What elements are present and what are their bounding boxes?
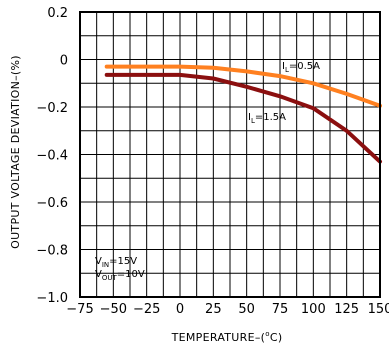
annotation-il-15: IL=1.5A bbox=[248, 112, 286, 125]
x-tick-label: 100 bbox=[301, 302, 326, 317]
x-tick-label: 150 bbox=[368, 302, 389, 317]
x-axis-label-unit: C) bbox=[270, 331, 283, 344]
y-tick-label: 0.2 bbox=[47, 6, 68, 21]
y-tick-label: −1.0 bbox=[36, 291, 68, 306]
y-tick-label: −0.4 bbox=[36, 149, 68, 164]
y-tick-label: −0.8 bbox=[36, 244, 68, 259]
x-tick-label: −25 bbox=[133, 302, 160, 317]
series-layer bbox=[104, 64, 382, 164]
y-axis-label: OUTPUT VOLTAGE DEVIATION–(%) bbox=[9, 55, 22, 249]
series-line-il-0-5a bbox=[104, 64, 382, 108]
y-tick-label: −0.2 bbox=[36, 101, 68, 116]
x-tick-label: 125 bbox=[334, 302, 359, 317]
x-tick-label: 25 bbox=[205, 302, 222, 317]
x-axis-label-main: TEMPERATURE–( bbox=[171, 331, 266, 344]
x-tick-label: 0 bbox=[176, 302, 184, 317]
plot-frame bbox=[79, 11, 381, 298]
series-line-il-1-5a bbox=[104, 72, 382, 164]
x-axis-label: TEMPERATURE–(oC) bbox=[171, 330, 283, 344]
annotation-vout: VOUT=10V bbox=[95, 269, 145, 282]
annotation-il-05: IL=0.5A bbox=[282, 61, 320, 74]
annotation-vin: VIN=15V bbox=[95, 256, 137, 269]
y-tick-label: 0 bbox=[60, 54, 68, 69]
x-tick-label: −50 bbox=[100, 302, 127, 317]
grid bbox=[80, 12, 380, 297]
x-tick-label: −75 bbox=[66, 302, 93, 317]
tick-labels: −75 −50 −25 0 25 50 75 100 125 150 0.2 0 −0.2 −0.4 −0.… bbox=[36, 6, 389, 317]
x-tick-label: 50 bbox=[238, 302, 255, 317]
y-tick-label: −0.6 bbox=[36, 196, 68, 211]
degree-symbol: o bbox=[265, 330, 270, 338]
x-tick-label: 75 bbox=[272, 302, 289, 317]
